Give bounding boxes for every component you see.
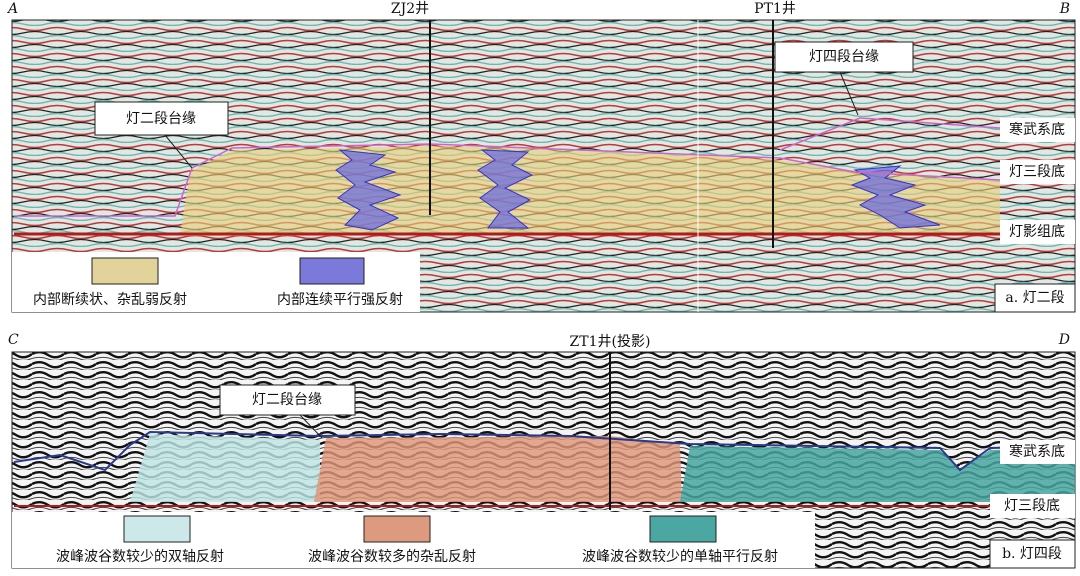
facies-region (850, 165, 941, 229)
callout-pointer (299, 414, 323, 439)
legend-swatch (91, 257, 159, 285)
horizon-line (779, 117, 1001, 151)
legend-swatch (649, 515, 717, 543)
legend-swatch (299, 257, 365, 285)
panel-label: b. 灯四段 (1002, 546, 1062, 562)
legend-text: 波峰波谷数较少的双轴反射 (56, 549, 224, 565)
callout-box (219, 384, 356, 416)
horizon-label: 寒武系底 (1009, 443, 1065, 460)
label-bg (1000, 160, 1075, 184)
callout-text: 灯四段台缘 (809, 49, 879, 65)
facies-region (314, 436, 682, 502)
callout-box (94, 101, 229, 136)
horizon-label: 灯影组底 (1009, 224, 1065, 240)
label-bg (1000, 220, 1075, 244)
corner-label: A (6, 1, 18, 17)
legend-text: 内部连续平行强反射 (277, 291, 403, 308)
callout-box (774, 41, 914, 73)
horizon-label: 灯三段底 (1004, 498, 1060, 514)
well-label: PT1井 (754, 1, 796, 17)
facies-region (130, 434, 320, 502)
corner-label: C (8, 332, 19, 348)
callout-text: 灯二段台缘 (252, 392, 322, 408)
legend-swatch (363, 515, 431, 543)
callout-text: 灯二段台缘 (126, 111, 196, 127)
panel-label-box (989, 539, 1076, 569)
horizon-label: 寒武系底 (1009, 121, 1065, 138)
callout-pointer (164, 134, 193, 169)
legend-text: 波峰波谷数较少的单轴平行反射 (582, 549, 778, 565)
facies-region (335, 149, 402, 231)
panel-label-box (994, 283, 1076, 313)
panel-label: a. 灯二段 (1005, 290, 1064, 306)
legend-text: 波峰波谷数较多的杂乱反射 (308, 548, 476, 565)
corner-label: B (1059, 1, 1070, 17)
horizon-line (14, 143, 1001, 217)
legend-text: 内部断续状、杂乱弱反射 (33, 291, 187, 308)
label-bg (990, 494, 1075, 518)
facies-region (680, 446, 1075, 502)
callout-pointer (839, 71, 859, 116)
label-bg (1000, 118, 1075, 142)
facies-region (477, 149, 534, 229)
horizon-line (13, 430, 1076, 472)
corner-label: D (1058, 332, 1070, 348)
well-label: ZJ2井 (391, 1, 429, 17)
label-bg (1000, 440, 1075, 464)
legend-swatch (123, 515, 191, 543)
well-label: ZT1井(投影) (570, 334, 651, 350)
horizon-label: 灯三段底 (1009, 164, 1065, 180)
